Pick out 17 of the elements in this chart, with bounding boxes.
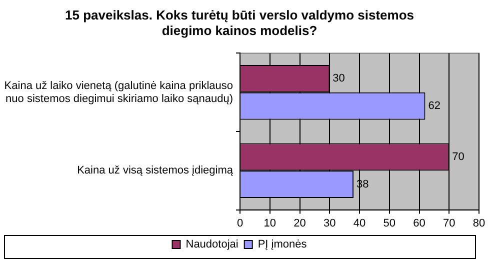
x-tick-label: 30 <box>324 217 336 230</box>
x-tick-label: 10 <box>264 217 276 230</box>
x-tick-label: 0 <box>236 217 244 230</box>
data-label: 62 <box>428 100 440 112</box>
x-tick-label: 60 <box>413 217 426 230</box>
y-tick-label: Kaina už visą sistemos įdiegimą <box>77 164 234 177</box>
data-label: 70 <box>452 150 464 163</box>
y-tick-label: Kaina už laiko vienetą (galutinė kaina priklauso nuo sistemos diegimui skiriamo laiko sąnaudų) <box>4 80 233 105</box>
data-label: 30 <box>332 72 345 85</box>
x-tick-label: 40 <box>353 217 366 230</box>
legend-label: PĮ įmonės <box>258 238 308 251</box>
x-tick-label: 70 <box>443 217 456 230</box>
x-tick-label: 80 <box>472 217 486 230</box>
legend-label: Naudotojai <box>186 238 238 251</box>
x-tick-label: 50 <box>383 217 396 230</box>
chart-title: 15 paveikslas. Koks turėtų būti verslo valdymo sistemos diegimo kainos modelis? <box>65 7 414 38</box>
x-tick-label: 20 <box>294 217 306 230</box>
